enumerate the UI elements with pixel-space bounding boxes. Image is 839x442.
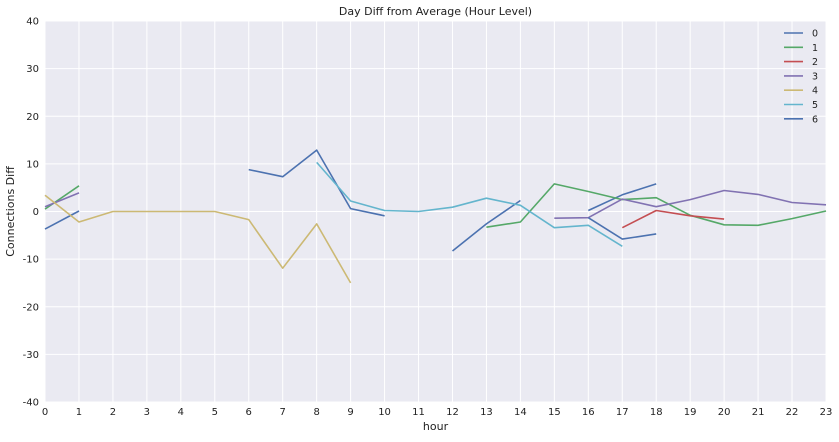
x-tick-label: 9 [347,407,353,418]
legend-label: 4 [812,86,818,97]
x-tick-label: 0 [42,407,48,418]
y-tick-label: -20 [23,302,39,313]
y-axis-label: Connections Diff [4,166,17,257]
x-tick-label: 22 [786,407,799,418]
x-tick-label: 8 [313,407,319,418]
series-line [44,194,352,284]
x-tick-label: 21 [752,407,765,418]
y-tick-label: 10 [26,159,39,170]
x-tick-label: 1 [76,407,82,418]
x-tick-label: 10 [378,407,391,418]
x-tick-label: 7 [280,407,286,418]
series-6 [587,217,657,240]
series-0 [44,149,657,252]
series-line [621,209,725,229]
x-tick-label: 17 [616,407,629,418]
legend: 0 1 2 3 4 5 6 [784,29,818,125]
series-2 [621,209,725,229]
series-line [248,149,385,217]
x-tick-label: 2 [110,407,116,418]
legend-label: 0 [812,29,818,40]
x-tick-label: 5 [212,407,218,418]
series-line [44,192,80,208]
x-tick-label: 14 [514,407,527,418]
series-line [486,183,827,228]
legend-label: 6 [812,114,818,125]
series-line [44,210,80,230]
y-tick-label: -30 [23,350,39,361]
x-tick-label: 11 [412,407,425,418]
chart-title: Day Diff from Average (Hour Level) [339,5,532,18]
x-tick-label: 16 [582,407,595,418]
legend-label: 2 [812,57,818,68]
series-line [587,217,657,240]
series-5 [316,161,623,247]
y-tick-label: 0 [33,207,39,218]
legend-label: 3 [812,71,818,82]
x-axis-label: hour [423,420,449,433]
x-tick-label: 6 [246,407,252,418]
x-tick-label: 13 [480,407,493,418]
series-line [316,161,623,247]
grid-lines [44,20,827,403]
y-tick-label: 20 [26,112,39,123]
y-tick-label: 30 [26,64,39,75]
series-line [587,183,657,212]
x-tick-label: 12 [446,407,459,418]
y-tick-label: -10 [23,255,39,266]
x-tick-label: 23 [820,407,833,418]
x-tick-label: 19 [684,407,697,418]
x-tick-label: 20 [718,407,731,418]
x-tick-label: 18 [650,407,663,418]
x-tick-label: 4 [178,407,184,418]
series-3 [44,189,827,219]
y-tick-label: 40 [26,17,39,28]
legend-label: 5 [812,100,818,111]
x-tick-label: 3 [144,407,150,418]
x-tick-label: 15 [548,407,561,418]
legend-label: 1 [812,43,818,54]
series-line [554,189,827,219]
y-tick-label: -40 [23,398,39,409]
tick-labels: 0 1 2 3 4 5 6 7 8 9 10 11 12 13 14 15 16 17 18 19 20 21 22 23-4… [23,17,833,419]
series-line [452,199,521,252]
series-4 [44,194,352,284]
series-lines [44,149,827,284]
